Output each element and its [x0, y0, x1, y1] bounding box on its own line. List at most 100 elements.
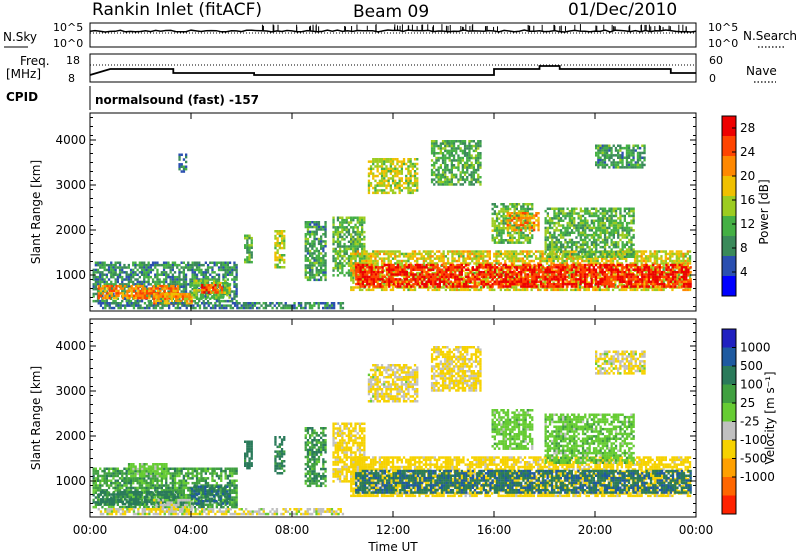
heatmap-cell — [642, 288, 645, 292]
heatmap-cell — [379, 270, 382, 274]
heatmap-cell — [612, 270, 615, 274]
heatmap-cell — [658, 257, 661, 260]
heatmap-cell — [354, 286, 357, 289]
heatmap-cell — [283, 234, 286, 238]
heatmap-cell — [276, 258, 279, 262]
heatmap-cell — [359, 270, 362, 274]
heatmap-cell — [410, 285, 413, 288]
heatmap-cell — [394, 252, 397, 256]
heatmap-cell — [460, 252, 463, 256]
heatmap-cell — [647, 278, 650, 281]
heatmap-cell — [374, 275, 378, 279]
heatmap-cell — [572, 282, 576, 286]
heatmap-cell — [322, 228, 325, 231]
heatmap-cell — [309, 230, 312, 234]
heatmap-cell — [440, 263, 444, 267]
heatmap-cell — [164, 293, 167, 296]
heatmap-cell — [522, 222, 525, 225]
heatmap-cell — [121, 271, 124, 274]
heatmap-cell — [498, 224, 501, 228]
heatmap-cell — [491, 285, 494, 288]
heatmap-cell — [490, 269, 494, 272]
heatmap-cell — [173, 285, 177, 288]
heatmap-cell — [363, 245, 366, 248]
heatmap-cell — [370, 273, 373, 276]
heatmap-cell — [182, 283, 185, 286]
heatmap-cell — [171, 268, 174, 272]
heatmap-cell — [565, 257, 568, 260]
heatmap-cell — [99, 271, 102, 274]
heatmap-cell — [370, 278, 373, 281]
heatmap-cell — [145, 280, 148, 284]
heatmap-cell — [187, 263, 190, 267]
heatmap-cell — [361, 230, 364, 234]
heatmap-cell — [123, 278, 126, 281]
heatmap-cell — [684, 252, 687, 256]
heatmap-cell — [274, 263, 277, 267]
heatmap-cell — [431, 262, 434, 265]
heatmap-cell — [633, 255, 637, 258]
heatmap-cell — [352, 262, 355, 265]
heatmap-cell — [622, 288, 626, 292]
heatmap-cell — [164, 300, 167, 303]
heatmap-cell — [132, 294, 136, 297]
heatmap-cell — [559, 266, 562, 269]
heatmap-cell — [570, 257, 573, 260]
heatmap-cell — [671, 266, 675, 269]
heatmap-cell — [640, 259, 643, 263]
heatmap-cell — [306, 237, 310, 241]
heatmap-cell — [320, 225, 323, 229]
heatmap-cell — [121, 275, 124, 279]
heatmap-cell — [224, 284, 227, 287]
freq-panel-frame — [89, 53, 697, 83]
heatmap-cell — [165, 278, 168, 281]
heatmap-cell — [429, 286, 432, 289]
heatmap-cell — [206, 275, 210, 279]
heatmap-cell — [610, 270, 613, 274]
heatmap-cell — [209, 292, 212, 296]
heatmap-cell — [609, 257, 612, 260]
heatmap-cell — [554, 288, 557, 292]
heatmap-cell — [233, 283, 236, 286]
heatmap-cell — [361, 247, 364, 251]
heatmap-cell — [334, 252, 337, 255]
heatmap-cell — [403, 273, 406, 276]
heatmap-cell — [394, 278, 397, 281]
heatmap-cell — [513, 203, 516, 206]
heatmap-cell — [398, 262, 401, 265]
heatmap-cell — [352, 286, 355, 289]
heatmap-cell — [557, 273, 560, 276]
heatmap-cell — [165, 287, 169, 290]
heatmap-cell — [500, 210, 503, 213]
heatmap-cell — [608, 280, 611, 283]
heatmap-cell — [92, 285, 95, 288]
heatmap-cell — [402, 252, 406, 256]
heatmap-cell — [403, 266, 406, 269]
heatmap-cell — [182, 275, 185, 279]
heatmap-cell — [396, 262, 399, 265]
heatmap-cell — [276, 256, 279, 259]
heatmap-cell — [202, 279, 205, 282]
heatmap-cell — [427, 255, 430, 258]
heatmap-cell — [352, 218, 355, 222]
heatmap-cell — [553, 273, 556, 276]
heatmap-cell — [621, 263, 624, 267]
heatmap-cell — [200, 263, 203, 267]
heatmap-cell — [138, 261, 141, 264]
heatmap-cell — [583, 266, 587, 269]
heatmap-cell — [250, 244, 253, 247]
heatmap-cell — [278, 254, 281, 257]
heatmap-cell — [581, 266, 584, 269]
heatmap-cell — [579, 263, 582, 267]
heatmap-cell — [465, 268, 468, 271]
heatmap-cell — [675, 252, 678, 256]
heatmap-cell — [222, 285, 225, 288]
heatmap-cell — [119, 287, 122, 290]
heatmap-cell — [667, 275, 670, 279]
heatmap-cell — [355, 273, 358, 276]
heatmap-cell — [567, 250, 571, 253]
heatmap-cell — [101, 275, 104, 279]
heatmap-cell — [396, 282, 400, 286]
heatmap-cell — [207, 284, 210, 287]
heatmap-cell — [220, 299, 223, 303]
